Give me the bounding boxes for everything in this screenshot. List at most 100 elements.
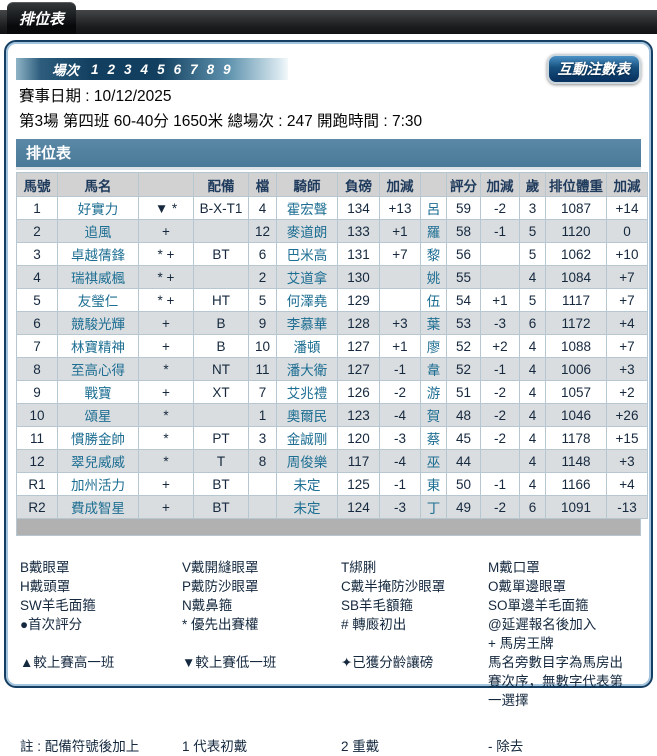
cell-declared-change: +2 bbox=[606, 380, 648, 404]
race-number-link[interactable]: 3 bbox=[124, 61, 132, 77]
interactive-bet-table-button[interactable]: 互動注數表 bbox=[546, 54, 641, 84]
column-header-trainer bbox=[420, 172, 447, 197]
cell-gear: B bbox=[193, 311, 249, 335]
cell-name[interactable]: 友瑩仁 bbox=[57, 288, 139, 312]
race-number-link[interactable]: 6 bbox=[173, 61, 182, 77]
cell-trainer[interactable]: 呂 bbox=[420, 196, 447, 220]
column-header-weight-change: 加減 bbox=[379, 172, 421, 197]
column-header-no: 馬號 bbox=[16, 172, 58, 197]
cell-jockey[interactable]: 何澤堯 bbox=[276, 288, 338, 312]
cell-name[interactable]: 頌星 bbox=[57, 403, 139, 427]
cell-name[interactable]: 翠兒威威 bbox=[57, 449, 139, 473]
cell-draw bbox=[248, 472, 277, 496]
cell-gear bbox=[193, 265, 249, 289]
race-number-link[interactable]: 2 bbox=[107, 61, 116, 77]
cell-jockey[interactable]: 艾兆禮 bbox=[276, 380, 338, 404]
cell-jockey: 未定 bbox=[276, 472, 338, 496]
legend-item: - 除去 bbox=[488, 739, 524, 754]
cell-age: 3 bbox=[519, 196, 546, 220]
cell-jockey[interactable]: 巴米高 bbox=[276, 242, 338, 266]
cell-trainer[interactable]: 伍 bbox=[420, 288, 447, 312]
cell-jockey[interactable]: 金誠剛 bbox=[276, 426, 338, 450]
cell-jockey[interactable]: 周俊樂 bbox=[276, 449, 338, 473]
cell-symbols: * bbox=[138, 426, 194, 450]
legend-item: M戴口罩 bbox=[488, 560, 540, 575]
cell-jockey[interactable]: 霍宏聲 bbox=[276, 196, 338, 220]
cell-no: 3 bbox=[16, 242, 58, 266]
cell-trainer[interactable]: 東 bbox=[420, 472, 447, 496]
cell-name[interactable]: 戰寶 bbox=[57, 380, 139, 404]
cell-trainer[interactable]: 蔡 bbox=[420, 426, 447, 450]
cell-trainer[interactable]: 丁 bbox=[420, 495, 447, 519]
cell-rating: 55 bbox=[446, 265, 481, 289]
cell-jockey[interactable]: 潘頓 bbox=[276, 334, 338, 358]
cell-name[interactable]: 瑞祺威楓 bbox=[57, 265, 139, 289]
cell-jockey[interactable]: 李慕華 bbox=[276, 311, 338, 335]
cell-declared-change: +7 bbox=[606, 265, 648, 289]
cell-weight: 127 bbox=[337, 357, 380, 381]
table-row: 8 至高心得 * NT 11 潘大衛 127 -1 韋 52 -1 4 1006 +3 bbox=[16, 357, 648, 381]
cell-declared-weight: 1006 bbox=[545, 357, 607, 381]
cell-jockey[interactable]: 麥道朗 bbox=[276, 219, 338, 243]
cell-trainer[interactable]: 韋 bbox=[420, 357, 447, 381]
cell-trainer[interactable]: 姚 bbox=[420, 265, 447, 289]
race-number-link[interactable]: 7 bbox=[190, 61, 198, 77]
cell-name[interactable]: 至高心得 bbox=[57, 357, 139, 381]
cell-rating: 52 bbox=[446, 357, 481, 381]
cell-weight: 124 bbox=[337, 495, 380, 519]
legend-item: ✦已獲分齡讓磅 bbox=[341, 655, 434, 670]
legend-item: SB羊毛額箍 bbox=[341, 598, 414, 613]
race-number-link[interactable]: 8 bbox=[206, 61, 215, 77]
cell-age: 4 bbox=[519, 426, 546, 450]
tab-race-card[interactable]: 排位表 bbox=[7, 2, 77, 34]
cell-trainer[interactable]: 巫 bbox=[420, 449, 447, 473]
cell-declared-weight: 1120 bbox=[545, 219, 607, 243]
cell-name[interactable]: 慣勝金帥 bbox=[57, 426, 139, 450]
cell-trainer[interactable]: 羅 bbox=[420, 219, 447, 243]
cell-name[interactable]: 追風 bbox=[57, 219, 139, 243]
cell-trainer[interactable]: 廖 bbox=[420, 334, 447, 358]
cell-rating-change: -2 bbox=[480, 196, 520, 220]
race-number-link[interactable]: 9 bbox=[223, 61, 231, 77]
cell-declared-change: +10 bbox=[606, 242, 648, 266]
legend-item: C戴半掩防沙眼罩 bbox=[341, 579, 446, 594]
cell-rating-change: -3 bbox=[480, 311, 520, 335]
cell-declared-change: 0 bbox=[606, 219, 648, 243]
cell-name[interactable]: 卓越蒨鋒 bbox=[57, 242, 139, 266]
cell-name[interactable]: 競駿光輝 bbox=[57, 311, 139, 335]
table-row: 12 翠兒威威 * T 8 周俊樂 117 -4 巫 44 4 1148 +3 bbox=[16, 449, 648, 473]
cell-name[interactable]: 加州活力 bbox=[57, 472, 139, 496]
table-row: R1 加州活力 + BT 未定 125 -1 東 50 -1 4 1166 +4 bbox=[16, 472, 648, 496]
cell-symbols: + bbox=[138, 334, 194, 358]
cell-name[interactable]: 費成智星 bbox=[57, 495, 139, 519]
cell-trainer[interactable]: 游 bbox=[420, 380, 447, 404]
cell-trainer[interactable]: 葉 bbox=[420, 311, 447, 335]
cell-symbols: + bbox=[138, 311, 194, 335]
cell-rating-change: -1 bbox=[480, 472, 520, 496]
cell-declared-weight: 1178 bbox=[545, 426, 607, 450]
cell-jockey[interactable]: 潘大衛 bbox=[276, 357, 338, 381]
cell-trainer[interactable]: 黎 bbox=[420, 242, 447, 266]
column-header-jockey: 騎師 bbox=[276, 172, 338, 197]
cell-age: 4 bbox=[519, 334, 546, 358]
cell-name[interactable]: 林寶精神 bbox=[57, 334, 139, 358]
table-title: 排位表 bbox=[16, 139, 641, 167]
cell-rating: 58 bbox=[446, 219, 481, 243]
cell-weight-change bbox=[379, 288, 421, 312]
race-number-link[interactable]: 5 bbox=[157, 61, 165, 77]
race-number-link[interactable]: 4 bbox=[140, 61, 149, 77]
cell-no: 7 bbox=[16, 334, 58, 358]
cell-symbols: + bbox=[138, 219, 194, 243]
cell-jockey[interactable]: 奧爾民 bbox=[276, 403, 338, 427]
cell-declared-change: +7 bbox=[606, 288, 648, 312]
cell-name[interactable]: 好實力 bbox=[57, 196, 139, 220]
cell-no: 11 bbox=[16, 426, 58, 450]
cell-age: 5 bbox=[519, 288, 546, 312]
cell-jockey[interactable]: 艾道拿 bbox=[276, 265, 338, 289]
race-detail: 第3場 第四班 60-40分 1650米 總場次 : 247 開跑時間 : 7:… bbox=[19, 113, 423, 130]
legend-item bbox=[182, 634, 341, 653]
cell-trainer[interactable]: 賀 bbox=[420, 403, 447, 427]
column-header-gear: 配備 bbox=[193, 172, 249, 197]
race-number-link[interactable]: 1 bbox=[91, 61, 99, 77]
